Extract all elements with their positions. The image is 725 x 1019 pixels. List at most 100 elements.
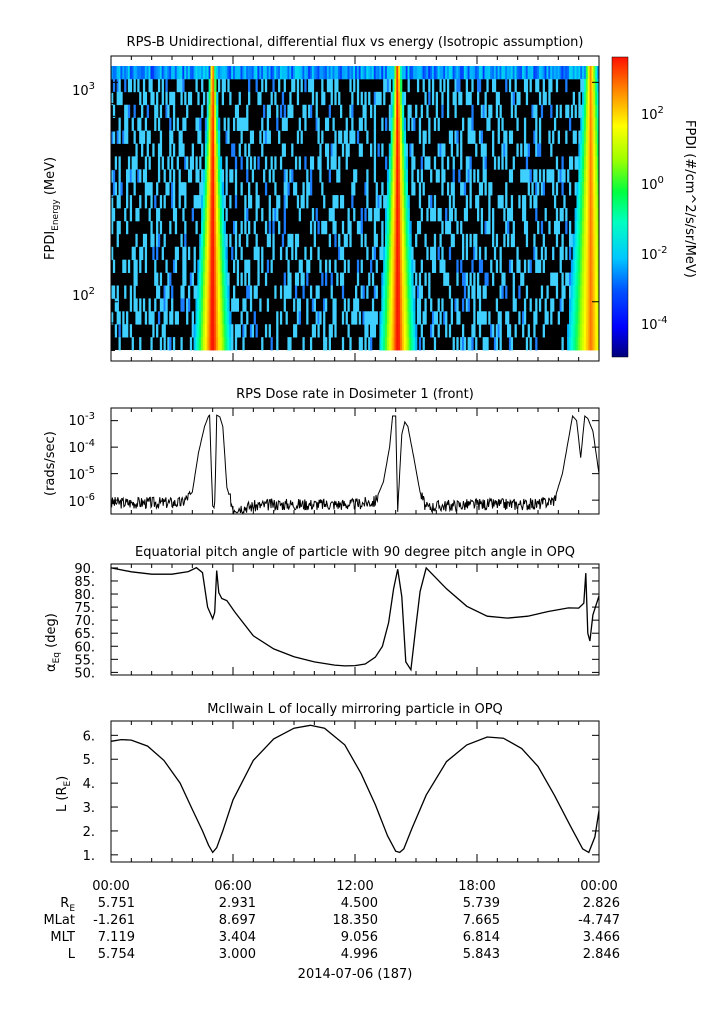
spectrogram-cell xyxy=(184,66,187,80)
spectrogram-cell xyxy=(268,220,271,235)
spectrogram-cell xyxy=(328,259,331,273)
spectrogram-cell xyxy=(587,208,591,222)
pitch-ytick-label: 55. xyxy=(74,653,95,668)
spectrogram-cell xyxy=(388,169,392,183)
spectrogram-cell xyxy=(400,91,403,106)
spectrogram-cell xyxy=(266,117,270,131)
spectrogram-cell xyxy=(563,195,566,209)
spectrogram-cell xyxy=(567,337,570,351)
spectrogram-cell xyxy=(587,259,591,273)
spectrogram-cell xyxy=(178,130,181,144)
spectrogram-cell xyxy=(167,272,170,286)
spectrogram-cell xyxy=(597,298,600,312)
spectrogram-cell xyxy=(456,220,459,235)
spectrogram-cell xyxy=(448,208,452,222)
spectrogram-cell xyxy=(163,337,166,351)
spectrogram-cell xyxy=(400,298,403,312)
ephemeris-value: 4.996 xyxy=(341,947,378,962)
spectrogram-cell xyxy=(201,285,204,299)
spectrogram-cell xyxy=(291,104,294,119)
spectrogram-cell xyxy=(219,272,223,286)
spectrogram-cell xyxy=(401,220,405,235)
spectrogram-cell xyxy=(446,182,450,196)
spectrogram-cell xyxy=(463,272,467,286)
spectrogram-cell xyxy=(234,182,238,196)
spectrogram-cell xyxy=(341,220,345,235)
spectrogram-cell xyxy=(597,169,600,183)
spectrogram-cell xyxy=(377,195,380,209)
spectrogram-cell xyxy=(497,156,500,170)
spectrogram-cell xyxy=(383,324,386,338)
spectrogram-cell xyxy=(583,272,587,286)
spectrogram-cell xyxy=(264,272,268,286)
spectrogram-cell xyxy=(398,195,401,209)
spectrogram-cell xyxy=(461,117,465,131)
spectrogram-cell xyxy=(471,337,474,351)
spectrogram-cell xyxy=(593,233,596,248)
spectrogram-cell xyxy=(330,272,333,286)
spectrogram-cell xyxy=(278,66,281,80)
spectrogram-cell xyxy=(178,66,181,80)
spectrogram-cell xyxy=(242,324,245,338)
spectrogram-cell xyxy=(555,208,559,222)
spectrogram-cell xyxy=(576,298,579,312)
spectrogram-cell xyxy=(129,66,133,80)
spectrogram-cell xyxy=(439,208,442,222)
spectrogram-cell xyxy=(499,66,502,80)
ephemeris-value: 2.931 xyxy=(219,896,256,911)
pitch-ytick-labels: 90.85.80.75.70.65.60.55.50. xyxy=(74,562,95,682)
spectrogram-cell xyxy=(187,285,191,299)
spectrogram-cell xyxy=(441,182,444,196)
spectrogram-cell xyxy=(225,324,228,338)
spectrogram-cell xyxy=(469,195,472,209)
spectrogram-cell xyxy=(118,130,121,144)
spectrogram-cell xyxy=(390,285,393,299)
spectrogram-cell xyxy=(426,66,429,80)
spectrogram-cell xyxy=(507,220,510,235)
spectrogram-cell xyxy=(176,66,179,80)
spectrogram-cell xyxy=(306,311,309,325)
spectrogram-cell xyxy=(139,337,142,351)
spectrogram-cell xyxy=(461,324,465,338)
spectrogram-cell xyxy=(520,66,523,80)
spectrogram-cell xyxy=(505,220,508,235)
spectrogram-cell xyxy=(356,220,360,235)
spectrogram-cell xyxy=(433,195,437,209)
spectrogram-cell xyxy=(231,169,234,183)
spectrogram-cell xyxy=(484,91,487,106)
spectrogram-cell xyxy=(416,285,420,299)
spectrogram-cell xyxy=(580,272,583,286)
spectrogram-cell xyxy=(418,195,422,209)
spectrogram-cell xyxy=(208,78,211,93)
spectrogram-cell xyxy=(199,156,202,170)
spectrogram-cell xyxy=(593,66,596,80)
spectrogram-cell xyxy=(587,272,591,286)
spectrogram-cell xyxy=(349,337,352,351)
spectrogram-cell xyxy=(396,259,399,273)
spectrogram-cell xyxy=(236,66,240,80)
spectrogram-cell xyxy=(401,182,405,196)
spectrogram-cell xyxy=(197,195,200,209)
spectrogram-cell xyxy=(309,66,313,80)
spectrogram-cell xyxy=(202,233,206,248)
spectrogram-cell xyxy=(580,324,583,338)
spectrogram-cell xyxy=(309,156,313,170)
spectrogram-cell xyxy=(309,220,313,235)
spectrogram-cell xyxy=(403,66,407,80)
spectrogram-cell xyxy=(565,78,568,93)
spectrogram-cell xyxy=(561,233,564,248)
spectrogram-cell xyxy=(201,66,204,80)
spectrogram-cell xyxy=(249,195,253,209)
spectrogram-cell xyxy=(330,78,333,93)
spectrogram-cell xyxy=(255,285,258,299)
spectrogram-cell xyxy=(580,78,583,93)
spectrogram-cell xyxy=(129,195,133,209)
spectrogram-cell xyxy=(266,66,270,80)
spectrogram-cell xyxy=(154,117,157,131)
spectrogram-cell xyxy=(518,195,521,209)
spectrogram-cell xyxy=(283,169,286,183)
spectrogram-cell xyxy=(388,182,392,196)
spectrogram-cell xyxy=(475,246,478,261)
spectrogram-cell xyxy=(450,233,453,248)
spectrogram-cell xyxy=(535,208,538,222)
